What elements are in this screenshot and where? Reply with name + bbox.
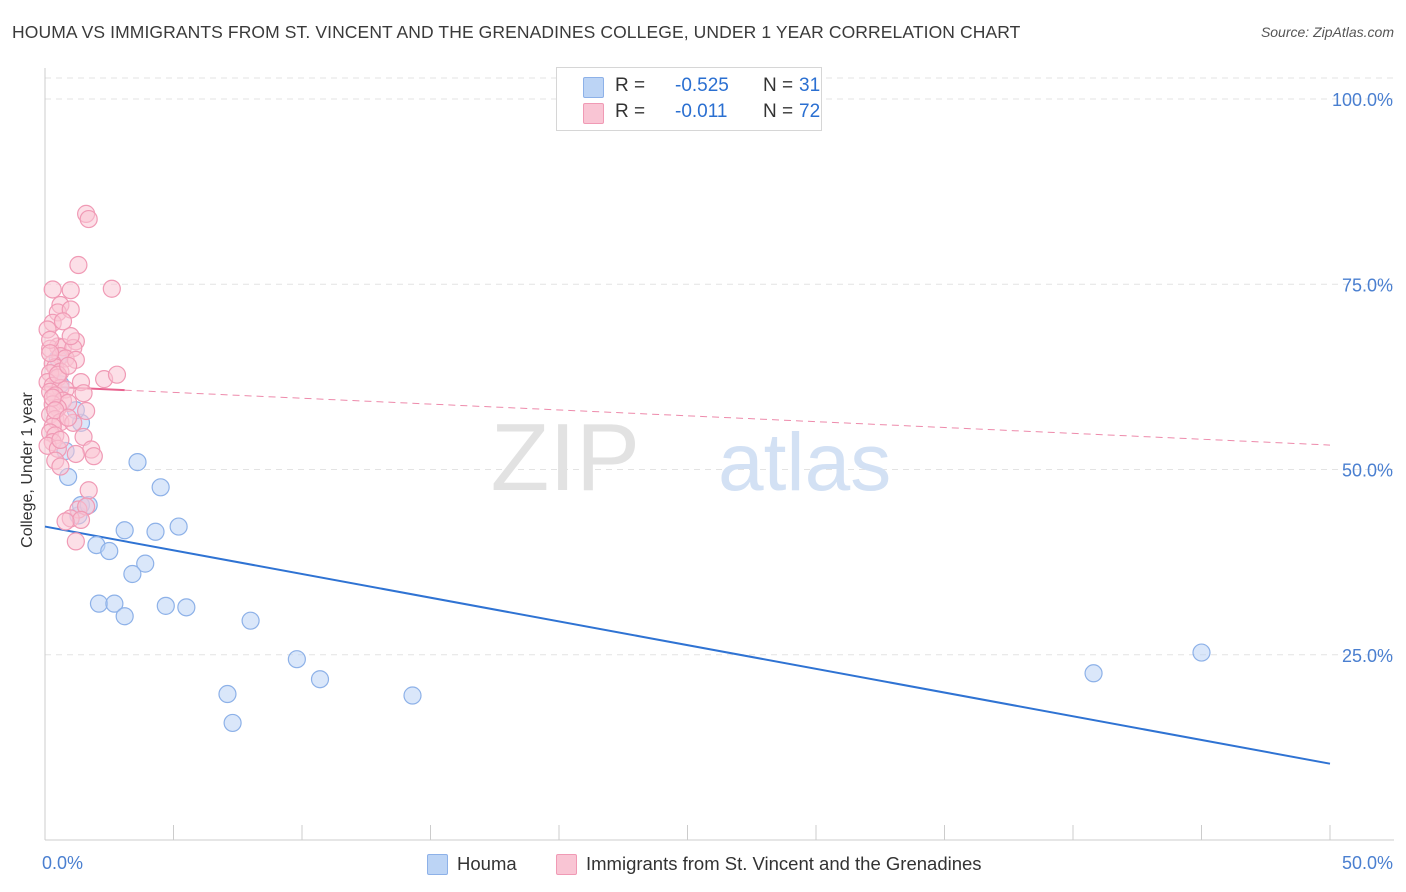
point-houma	[169, 517, 188, 536]
y-tick-label: 75.0%	[1342, 275, 1393, 295]
point-immigrants	[59, 356, 78, 375]
point-immigrants	[43, 280, 62, 299]
point-immigrants	[71, 510, 91, 530]
point-houma	[128, 453, 147, 472]
trend-lines	[44, 385, 1331, 765]
point-immigrants	[107, 365, 127, 384]
legend-r-value-houma: -0.525	[675, 75, 729, 96]
x-tick-label: 50.0%	[1342, 853, 1393, 873]
legend-n-value-houma: 31	[799, 75, 821, 96]
legend-n-label: N =	[763, 75, 794, 96]
legend-r-label: R =	[615, 101, 646, 122]
tick-labels: 25.0% 50.0% 75.0% 100.0% 0.0% 50.0%	[42, 90, 1393, 873]
data-points	[38, 204, 1211, 733]
point-houma	[223, 713, 242, 733]
source-attribution: Source: ZipAtlas.com	[1260, 24, 1394, 40]
point-immigrants	[79, 481, 98, 500]
point-immigrants	[61, 327, 80, 346]
point-houma	[105, 594, 124, 613]
bottom-legend-label-houma: Houma	[457, 853, 517, 874]
point-houma	[310, 670, 330, 689]
trend-line-0	[44, 525, 1331, 765]
legend-n-label: N =	[763, 101, 794, 122]
point-immigrants	[61, 281, 80, 300]
point-houma	[177, 598, 196, 617]
point-immigrants	[59, 408, 78, 427]
legend-swatch-immigrants	[583, 103, 604, 124]
point-houma	[115, 521, 134, 540]
bottom-legend-label-immigrants: Immigrants from St. Vincent and the Gren…	[586, 853, 982, 874]
point-houma	[287, 650, 306, 669]
point-immigrants	[79, 209, 98, 229]
point-houma	[89, 594, 109, 613]
point-houma	[151, 478, 170, 497]
y-tick-label: 100.0%	[1332, 90, 1393, 110]
point-houma	[123, 564, 142, 584]
point-houma	[156, 596, 175, 615]
point-immigrants	[84, 447, 103, 466]
point-immigrants	[51, 430, 70, 449]
point-immigrants	[51, 457, 70, 476]
point-houma	[241, 611, 260, 630]
trend-line-dashed-1	[124, 389, 1331, 446]
point-immigrants	[56, 512, 75, 531]
bottom-legend-swatch-immigrants	[556, 854, 577, 875]
point-houma	[115, 607, 134, 626]
point-houma	[1084, 664, 1103, 683]
watermark: ZIP atlas	[491, 404, 892, 511]
watermark-atlas: atlas	[718, 417, 891, 508]
point-houma	[218, 684, 237, 704]
y-tick-label: 25.0%	[1342, 646, 1393, 666]
point-houma	[146, 522, 165, 541]
point-immigrants	[41, 344, 60, 363]
point-immigrants	[66, 444, 85, 464]
chart-title: HOUMA VS IMMIGRANTS FROM ST. VINCENT AND…	[12, 22, 1021, 42]
point-immigrants	[66, 532, 85, 551]
legend-r-value-immigrants: -0.011	[675, 101, 728, 122]
point-immigrants	[74, 384, 93, 403]
correlation-legend: R = -0.525 N = 31 R = -0.011 N = 72	[556, 67, 822, 131]
point-houma	[136, 554, 155, 573]
legend-swatch-houma	[583, 77, 604, 98]
gridlines	[45, 77, 1394, 656]
legend-r-label: R =	[615, 75, 646, 96]
x-tick-label: 0.0%	[42, 853, 83, 873]
point-houma	[403, 686, 422, 705]
point-houma	[1192, 643, 1211, 662]
point-immigrants	[69, 255, 88, 275]
point-houma	[100, 541, 119, 561]
point-immigrants	[53, 312, 73, 331]
legend-n-value-immigrants: 72	[799, 101, 821, 122]
watermark-zip: ZIP	[491, 404, 640, 511]
point-immigrants	[77, 401, 96, 421]
bottom-legend-swatch-houma	[427, 854, 448, 875]
point-immigrants	[102, 279, 121, 298]
y-tick-label: 50.0%	[1342, 461, 1393, 481]
